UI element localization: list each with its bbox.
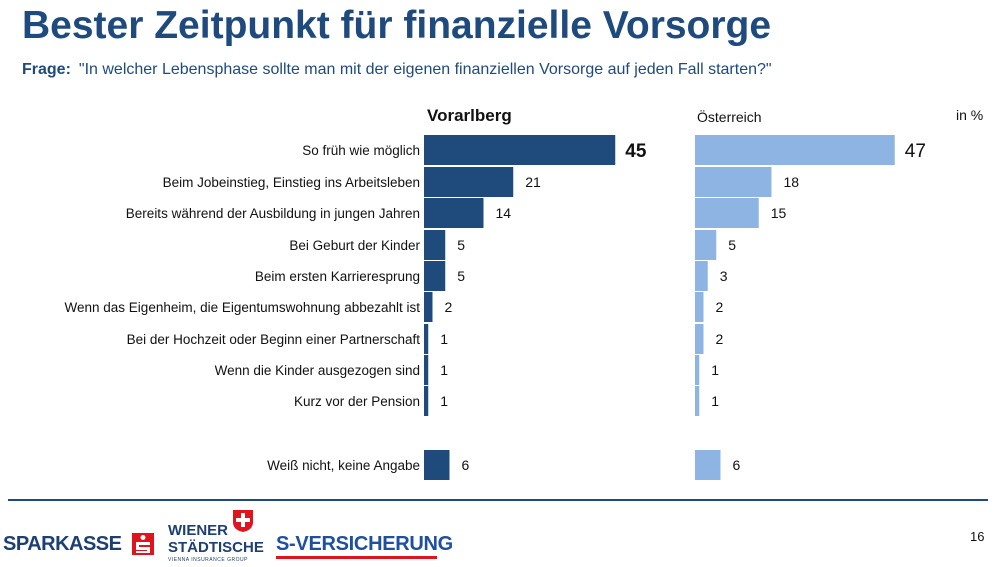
unit-label: in %	[956, 107, 984, 123]
value-label-oesterreich: 2	[716, 331, 724, 347]
sparkasse-s-icon	[132, 533, 154, 555]
category-label: So früh wie möglich	[302, 143, 420, 158]
bar-oesterreich	[695, 450, 721, 480]
question-label: Frage:	[22, 61, 71, 78]
bar-oesterreich	[695, 230, 717, 260]
bar-oesterreich	[695, 355, 700, 385]
category-label: Kurz vor der Pension	[294, 394, 420, 409]
category-label: Wenn die Kinder ausgezogen sind	[215, 363, 420, 378]
s-versicherung-logo: S-VERSICHERUNG	[276, 533, 453, 555]
bar-oesterreich	[695, 386, 700, 416]
value-label-vorarlberg: 1	[440, 393, 448, 409]
footer: SPARKASSE WIENER STÄDTISCHE VIENNA INSUR…	[0, 505, 998, 567]
value-label-vorarlberg: 45	[625, 141, 647, 162]
category-label: Bei Geburt der Kinder	[289, 238, 420, 253]
series-label-oesterreich: Österreich	[697, 109, 762, 125]
footer-divider	[8, 499, 988, 501]
wiener-line-1: WIENER	[168, 522, 228, 539]
bar-oesterreich	[695, 324, 704, 354]
value-label-oesterreich: 1	[711, 393, 719, 409]
page-title: Bester Zeitpunkt für finanzielle Vorsorg…	[22, 4, 772, 47]
bar-vorarlberg	[424, 355, 429, 385]
bar-vorarlberg	[424, 386, 429, 416]
sparkasse-logo: SPARKASSE	[3, 533, 122, 555]
value-label-vorarlberg: 1	[440, 331, 448, 347]
bar-oesterreich	[695, 167, 772, 197]
bar-vorarlberg	[424, 167, 514, 197]
bar-vorarlberg	[424, 198, 484, 228]
wiener-line-2: STÄDTISCHE	[168, 539, 264, 556]
bar-oesterreich	[695, 198, 759, 228]
page-number: 16	[970, 529, 985, 544]
bar-oesterreich	[695, 135, 895, 165]
wiener-tagline: VIENNA INSURANCE GROUP	[168, 557, 248, 563]
wiener-shield-icon	[233, 510, 253, 532]
value-label-vorarlberg: 14	[496, 205, 512, 221]
bar-vorarlberg	[424, 261, 446, 291]
value-label-oesterreich: 6	[733, 457, 741, 473]
bar-vorarlberg	[424, 292, 433, 322]
category-label: Beim Jobeinstieg, Einstieg ins Arbeitsle…	[163, 175, 420, 190]
value-label-vorarlberg: 5	[457, 237, 465, 253]
category-label: Wenn das Eigenheim, die Eigentumswohnung…	[65, 300, 421, 315]
value-label-vorarlberg: 5	[457, 268, 465, 284]
question-text: "In welcher Lebensphase sollte man mit d…	[78, 61, 772, 78]
bar-vorarlberg	[424, 324, 429, 354]
value-label-oesterreich: 2	[716, 299, 724, 315]
value-label-vorarlberg: 2	[445, 299, 453, 315]
bar-vorarlberg	[424, 135, 616, 165]
bar-vorarlberg	[424, 230, 446, 260]
value-label-oesterreich: 47	[905, 141, 926, 162]
value-label-oesterreich: 1	[711, 362, 719, 378]
series-label-vorarlberg: Vorarlberg	[427, 106, 512, 125]
value-label-oesterreich: 15	[771, 205, 787, 221]
s-versicherung-underline	[276, 556, 437, 559]
bar-oesterreich	[695, 292, 704, 322]
category-label: Weiß nicht, keine Angabe	[267, 458, 420, 473]
value-label-vorarlberg: 1	[440, 362, 448, 378]
category-label: Bei der Hochzeit oder Beginn einer Partn…	[127, 332, 421, 347]
value-label-vorarlberg: 21	[525, 174, 541, 190]
bar-chart: So früh wie möglich Beim Jobeinstieg, Ein…	[65, 135, 926, 480]
category-label: Beim ersten Karrieresprung	[255, 269, 420, 284]
bar-oesterreich	[695, 261, 708, 291]
bar-vorarlberg	[424, 450, 450, 480]
value-label-vorarlberg: 6	[462, 457, 470, 473]
wiener-staedtische-logo: WIENER STÄDTISCHE VIENNA INSURANCE GROUP	[168, 510, 264, 567]
survey-question: Frage: "In welcher Lebensphase sollte man…	[22, 61, 772, 79]
category-label: Bereits während der Ausbildung in jungen…	[126, 206, 420, 221]
value-label-oesterreich: 18	[784, 174, 800, 190]
value-label-oesterreich: 3	[720, 268, 728, 284]
value-label-oesterreich: 5	[728, 237, 736, 253]
